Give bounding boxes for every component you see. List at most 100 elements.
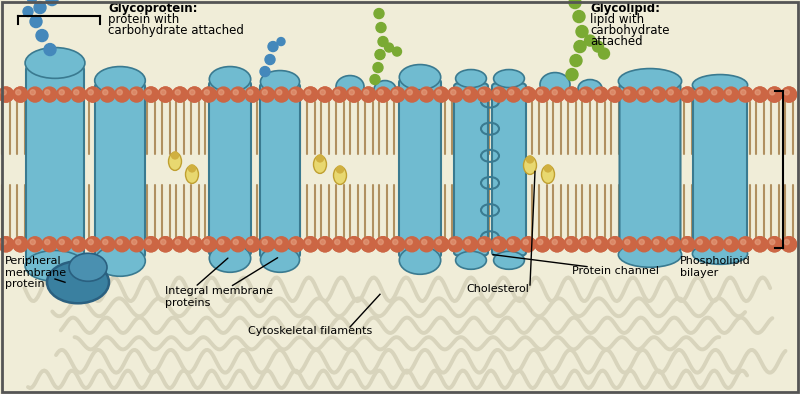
Circle shape [146, 240, 151, 245]
Circle shape [422, 90, 427, 95]
Circle shape [625, 240, 630, 245]
Circle shape [668, 240, 674, 245]
Ellipse shape [523, 156, 537, 175]
Circle shape [448, 87, 463, 102]
Ellipse shape [618, 242, 682, 267]
Ellipse shape [618, 69, 682, 94]
Circle shape [320, 240, 326, 245]
Circle shape [30, 15, 42, 28]
Circle shape [289, 237, 303, 252]
Circle shape [550, 87, 565, 102]
Circle shape [697, 90, 702, 95]
Circle shape [574, 41, 586, 52]
Circle shape [245, 237, 260, 252]
Ellipse shape [542, 165, 554, 184]
Circle shape [784, 240, 790, 245]
Circle shape [375, 87, 390, 102]
Circle shape [260, 67, 270, 76]
Circle shape [187, 87, 202, 102]
Circle shape [42, 237, 57, 252]
FancyBboxPatch shape [693, 87, 747, 252]
Circle shape [161, 90, 166, 95]
Circle shape [506, 87, 521, 102]
Circle shape [0, 237, 14, 252]
Circle shape [59, 240, 64, 245]
Circle shape [230, 87, 246, 102]
Circle shape [303, 87, 318, 102]
Circle shape [682, 90, 688, 95]
Circle shape [407, 90, 412, 95]
Circle shape [132, 90, 137, 95]
Circle shape [204, 90, 210, 95]
Circle shape [349, 90, 354, 95]
Circle shape [216, 87, 231, 102]
Circle shape [552, 240, 558, 245]
Circle shape [289, 87, 303, 102]
Circle shape [346, 87, 362, 102]
Circle shape [405, 87, 419, 102]
Circle shape [462, 237, 478, 252]
Circle shape [233, 90, 238, 95]
Circle shape [607, 87, 622, 102]
Circle shape [187, 87, 202, 102]
Circle shape [596, 240, 601, 245]
Circle shape [578, 237, 594, 252]
Ellipse shape [374, 80, 396, 98]
Circle shape [523, 90, 528, 95]
Circle shape [274, 237, 289, 252]
Text: Glycoprotein:: Glycoprotein: [108, 2, 198, 15]
Circle shape [494, 240, 499, 245]
Circle shape [71, 87, 86, 102]
Circle shape [370, 74, 380, 85]
Circle shape [494, 90, 499, 95]
Circle shape [596, 90, 601, 95]
Circle shape [16, 240, 21, 245]
Circle shape [625, 90, 630, 95]
Circle shape [378, 240, 383, 245]
Circle shape [233, 240, 238, 245]
Circle shape [741, 90, 746, 95]
Circle shape [190, 240, 195, 245]
Circle shape [218, 240, 224, 245]
Circle shape [741, 240, 746, 245]
Circle shape [753, 87, 767, 102]
Circle shape [161, 240, 166, 245]
Circle shape [306, 240, 311, 245]
Circle shape [434, 87, 449, 102]
Circle shape [86, 87, 101, 102]
Circle shape [709, 237, 724, 252]
Circle shape [726, 90, 731, 95]
Text: carbohydrate attached: carbohydrate attached [108, 24, 244, 37]
Circle shape [405, 237, 419, 252]
Ellipse shape [494, 251, 525, 269]
Circle shape [86, 237, 101, 252]
Circle shape [230, 237, 246, 252]
Circle shape [204, 240, 210, 245]
Circle shape [262, 240, 267, 245]
Circle shape [375, 50, 385, 59]
Circle shape [694, 237, 710, 252]
Circle shape [450, 240, 456, 245]
Circle shape [723, 87, 738, 102]
Circle shape [436, 90, 442, 95]
Circle shape [100, 237, 115, 252]
Circle shape [784, 240, 790, 245]
Circle shape [187, 237, 202, 252]
Circle shape [712, 240, 717, 245]
Circle shape [245, 87, 260, 102]
Circle shape [596, 240, 601, 245]
Circle shape [465, 240, 470, 245]
Circle shape [102, 240, 108, 245]
Circle shape [202, 237, 217, 252]
Circle shape [491, 237, 506, 252]
Circle shape [491, 87, 506, 102]
Circle shape [639, 90, 644, 95]
Circle shape [265, 54, 275, 65]
Text: carbohydrate: carbohydrate [590, 24, 670, 37]
Circle shape [550, 237, 565, 252]
Ellipse shape [69, 253, 107, 281]
Circle shape [173, 87, 187, 102]
Circle shape [375, 237, 390, 252]
Circle shape [578, 237, 594, 252]
Circle shape [277, 90, 282, 95]
